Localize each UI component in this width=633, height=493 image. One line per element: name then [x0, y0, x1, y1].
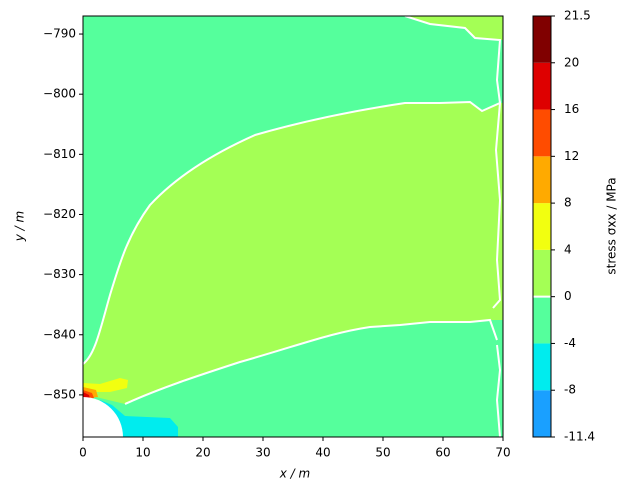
contour-band	[405, 16, 503, 40]
contour-line	[404, 16, 502, 104]
y-tick-label: −820	[43, 207, 76, 221]
contour-line	[124, 318, 498, 405]
y-tick-label: −850	[43, 387, 76, 401]
plot-area	[83, 16, 503, 437]
colorbar-tick-label: 4	[564, 242, 572, 256]
colorbar-band	[533, 343, 551, 391]
colorbar-band	[533, 203, 551, 250]
colorbar-frame	[532, 15, 552, 438]
x-tick-label: 50	[375, 446, 390, 460]
colorbar-band	[533, 390, 551, 437]
x-tick-label: 70	[495, 446, 510, 460]
x-tick-label: 0	[79, 446, 87, 460]
colorbar-tick-label: 0	[564, 289, 572, 303]
contour-line	[83, 100, 502, 365]
contour-line	[495, 344, 502, 437]
colorbar-band	[533, 249, 551, 297]
hole	[83, 397, 123, 437]
colorbar-band	[533, 16, 551, 63]
x-tick-label: 20	[195, 446, 210, 460]
colorbar-tick-label: 21.5	[564, 9, 591, 23]
colorbar-tick-label: 16	[564, 102, 579, 116]
colorbar-label: stress σxx / MPa	[605, 177, 619, 274]
contour-band	[83, 378, 128, 392]
x-tick-label: 10	[135, 446, 150, 460]
colorbar-tick-label: -8	[564, 383, 576, 397]
y-tick-label: −840	[43, 327, 76, 341]
y-tick-label: −830	[43, 267, 76, 281]
colorbar-tick-label: 12	[564, 149, 579, 163]
colorbar-band	[533, 109, 551, 157]
x-tick-label: 40	[315, 446, 330, 460]
colorbar-tick-label: 20	[564, 55, 579, 69]
x-axis-label: x / m	[279, 467, 310, 481]
plot-frame	[82, 15, 504, 438]
colorbar-band	[533, 296, 551, 344]
colorbar-tick-label: -11.4	[564, 430, 595, 444]
contour-band	[83, 102, 503, 404]
colorbar-tick-label: 8	[564, 196, 572, 210]
x-tick-label: 60	[435, 446, 450, 460]
colorbar-band	[533, 62, 551, 110]
colorbar-tick-label: -4	[564, 336, 576, 350]
x-tick-label: 30	[255, 446, 270, 460]
y-axis-label: y / m	[13, 211, 27, 242]
y-tick-label: −790	[43, 27, 76, 41]
y-tick-label: −800	[43, 87, 76, 101]
colorbar-band	[533, 156, 551, 204]
y-tick-label: −810	[43, 147, 76, 161]
